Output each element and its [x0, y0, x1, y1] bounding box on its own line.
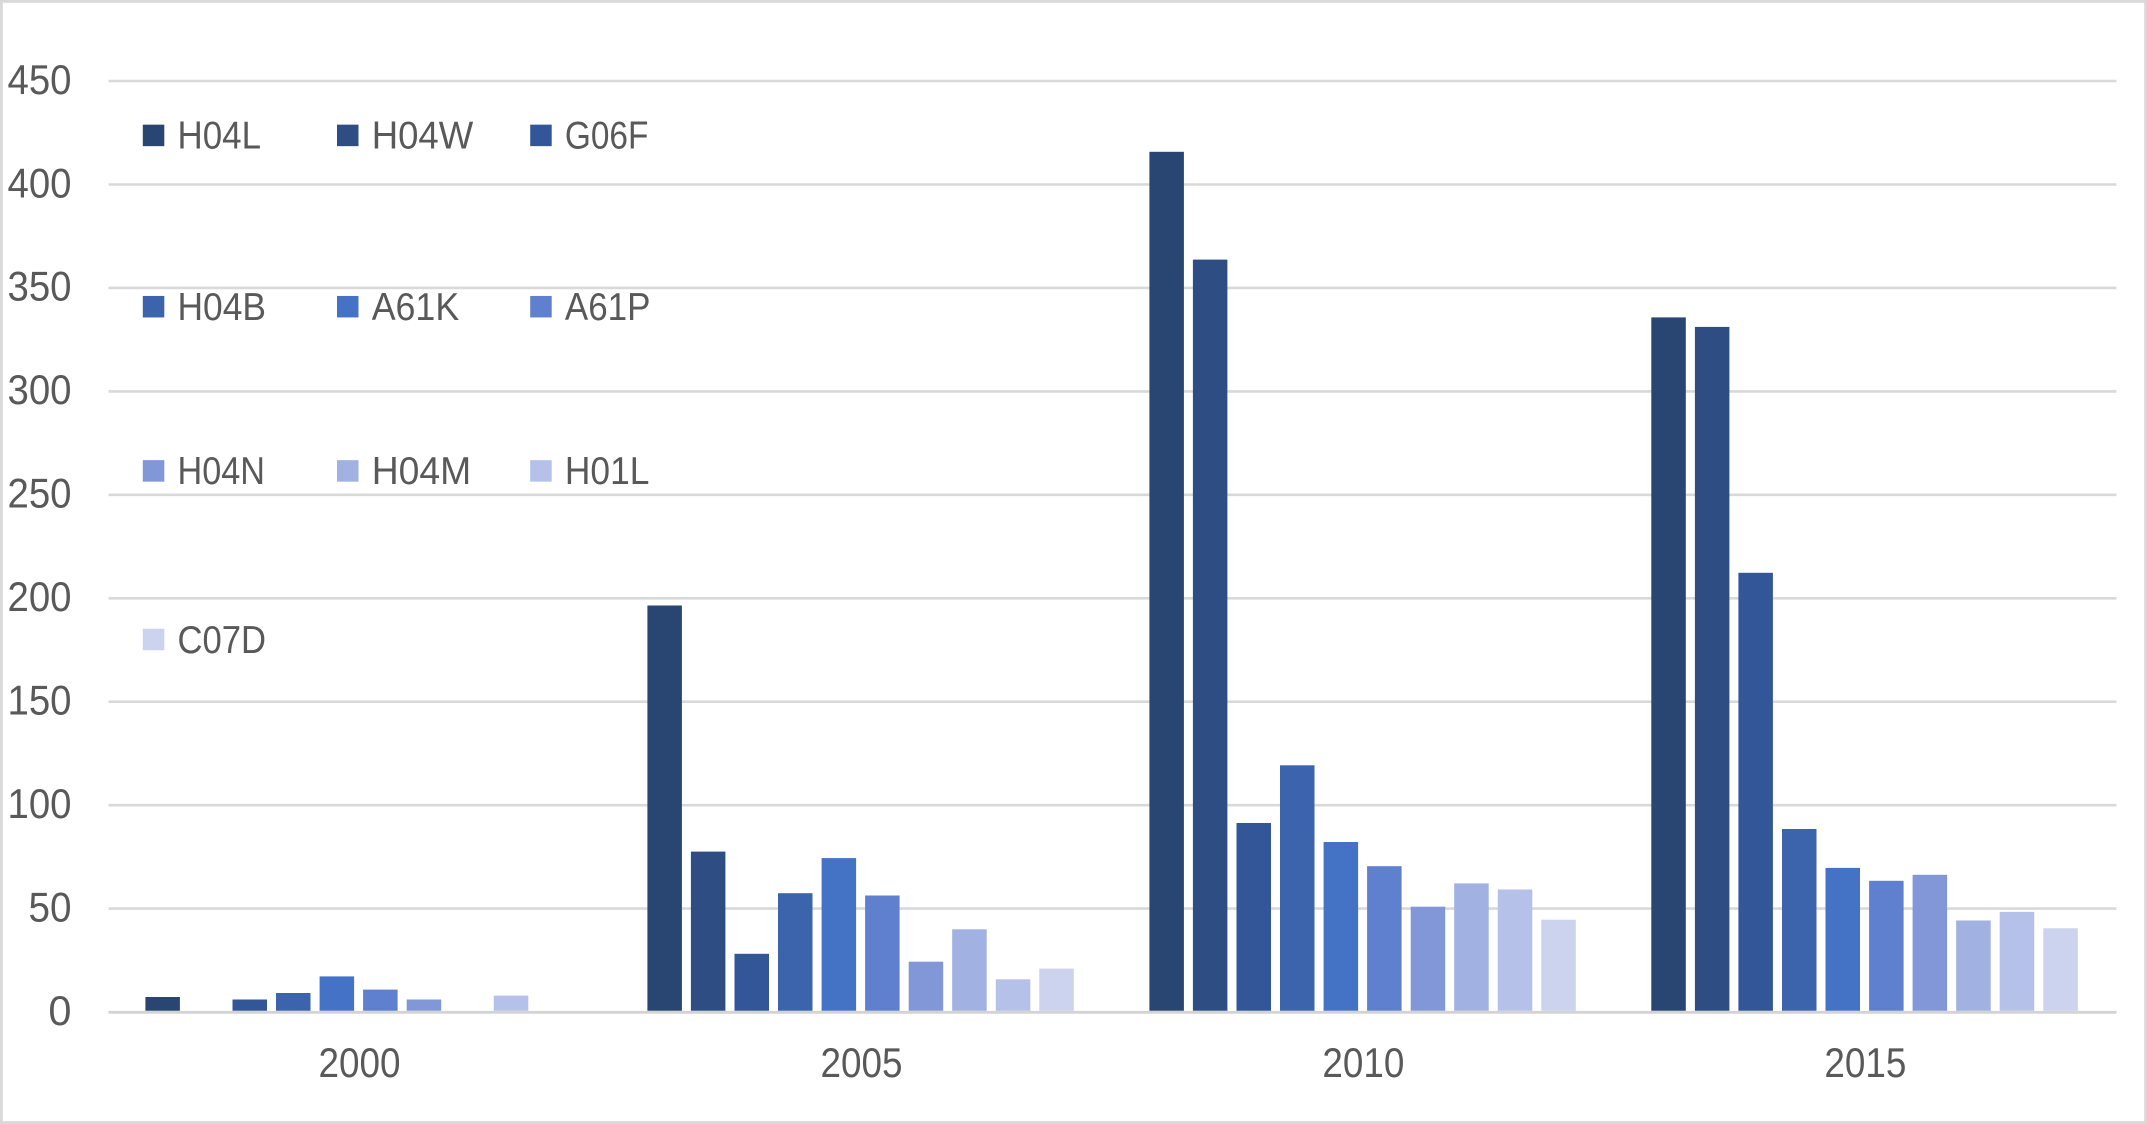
svg-text:H04W: H04W — [372, 115, 474, 158]
svg-text:300: 300 — [8, 366, 72, 413]
svg-text:200: 200 — [8, 573, 72, 620]
svg-text:100: 100 — [8, 780, 72, 827]
svg-text:2010: 2010 — [1322, 1039, 1404, 1086]
svg-text:2015: 2015 — [1824, 1039, 1906, 1086]
svg-text:G06F: G06F — [565, 115, 649, 158]
svg-text:H01L: H01L — [565, 450, 650, 493]
svg-text:400: 400 — [8, 159, 72, 206]
svg-text:H04M: H04M — [372, 450, 472, 493]
svg-text:H04N: H04N — [178, 450, 266, 493]
svg-text:50: 50 — [29, 883, 72, 930]
svg-text:2000: 2000 — [319, 1039, 401, 1086]
svg-text:0: 0 — [48, 987, 71, 1034]
svg-text:H04B: H04B — [178, 286, 267, 329]
svg-text:450: 450 — [8, 56, 72, 103]
svg-text:350: 350 — [8, 263, 72, 310]
svg-text:A61K: A61K — [372, 286, 460, 329]
svg-text:A61P: A61P — [565, 286, 651, 329]
svg-text:250: 250 — [8, 470, 72, 517]
svg-text:H04L: H04L — [178, 115, 262, 158]
svg-text:2005: 2005 — [821, 1039, 903, 1086]
svg-text:C07D: C07D — [178, 619, 267, 662]
svg-text:150: 150 — [8, 677, 72, 724]
